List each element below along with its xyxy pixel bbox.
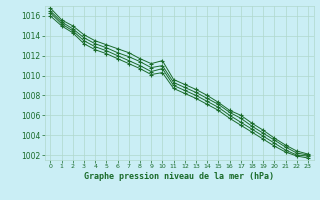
X-axis label: Graphe pression niveau de la mer (hPa): Graphe pression niveau de la mer (hPa): [84, 172, 274, 181]
